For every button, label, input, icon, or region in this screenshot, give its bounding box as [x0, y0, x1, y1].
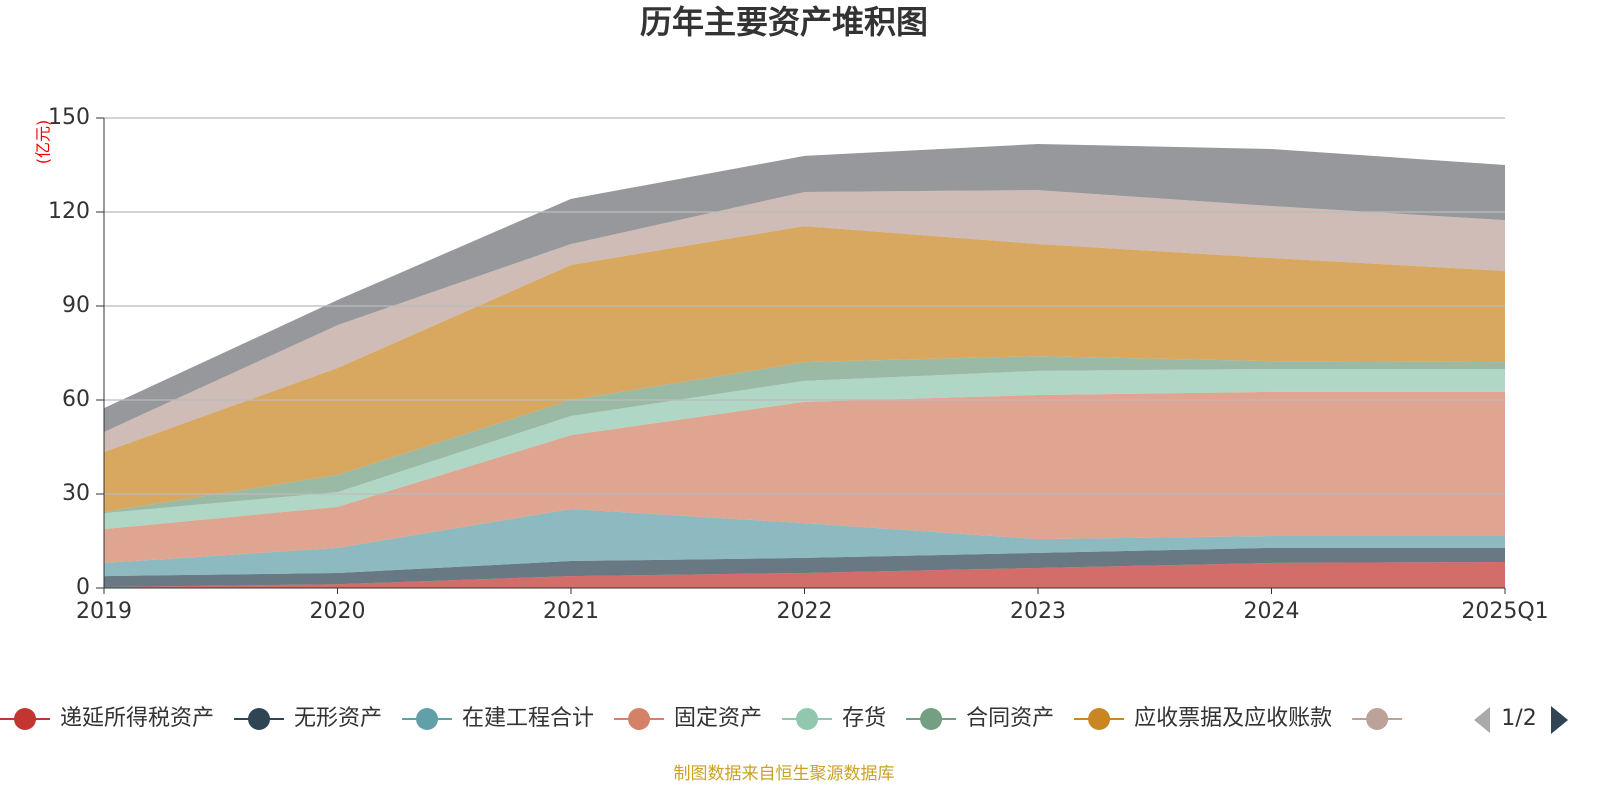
- y-tick-label: 150: [48, 105, 90, 130]
- legend-item[interactable]: [1352, 708, 1403, 730]
- legend-symbol: [796, 708, 819, 730]
- legend-item[interactable]: 存货: [782, 706, 886, 731]
- legend-label: 固定资产: [674, 706, 762, 731]
- area: [104, 547, 1505, 588]
- legend-item[interactable]: 递延所得税资产: [0, 706, 214, 731]
- area: [104, 226, 1505, 512]
- y-tick-label: 90: [62, 293, 90, 318]
- legend-item[interactable]: 应收票据及应收账款: [1074, 706, 1332, 731]
- area: [104, 356, 1505, 514]
- source-note: 制图数据来自恒生聚源数据库: [674, 764, 895, 784]
- legend-symbol: [920, 708, 943, 730]
- x-tick-label: 2020: [310, 599, 366, 624]
- legend-symbol: [1088, 708, 1111, 730]
- x-tick-label: 2019: [76, 599, 132, 624]
- legend-item[interactable]: 在建工程合计: [402, 706, 594, 731]
- area: [104, 391, 1505, 563]
- legend-label: 应收票据及应收账款: [1134, 706, 1332, 731]
- legend-label: 在建工程合计: [462, 706, 594, 731]
- legend-next[interactable]: [1551, 706, 1568, 734]
- area: [104, 144, 1505, 432]
- legend-label: 存货: [842, 706, 886, 731]
- y-axis-label: (亿元): [34, 120, 53, 165]
- legend-item[interactable]: 无形资产: [234, 706, 382, 731]
- legend-page: 1/2: [1501, 706, 1536, 731]
- y-tick-label: 120: [48, 199, 90, 224]
- area: [104, 368, 1505, 530]
- legend-symbol: [248, 708, 271, 730]
- legend-symbol: [628, 708, 651, 730]
- area: [104, 509, 1505, 577]
- x-tick-label: 2025Q1: [1461, 599, 1548, 624]
- legend-item[interactable]: 固定资产: [614, 706, 762, 731]
- legend-label: 无形资产: [294, 706, 382, 731]
- area: [104, 190, 1505, 453]
- x-tick-label: 2021: [543, 599, 599, 624]
- x-tick-label: 2024: [1244, 599, 1300, 624]
- y-tick-label: 0: [76, 575, 90, 600]
- legend-label: 递延所得税资产: [60, 706, 214, 731]
- y-tick-label: 60: [62, 387, 90, 412]
- legend-prev[interactable]: [1474, 707, 1490, 733]
- legend-label: 合同资产: [966, 706, 1054, 731]
- legend: 递延所得税资产 无形资产 在建工程合计 固定资产 存货 合同资产 应收票据及应收账款 1/2: [0, 706, 1568, 734]
- plot: [104, 144, 1505, 588]
- legend-symbol: [416, 708, 439, 730]
- area: [104, 561, 1505, 588]
- legend-item[interactable]: 合同资产: [906, 706, 1054, 731]
- legend-symbol: [14, 708, 36, 730]
- y-tick-label: 30: [62, 481, 90, 506]
- x-tick-label: 2022: [777, 599, 833, 624]
- legend-symbol: [1366, 708, 1389, 730]
- x-tick-label: 2023: [1010, 599, 1066, 624]
- chart-title: 历年主要资产堆积图: [640, 3, 928, 41]
